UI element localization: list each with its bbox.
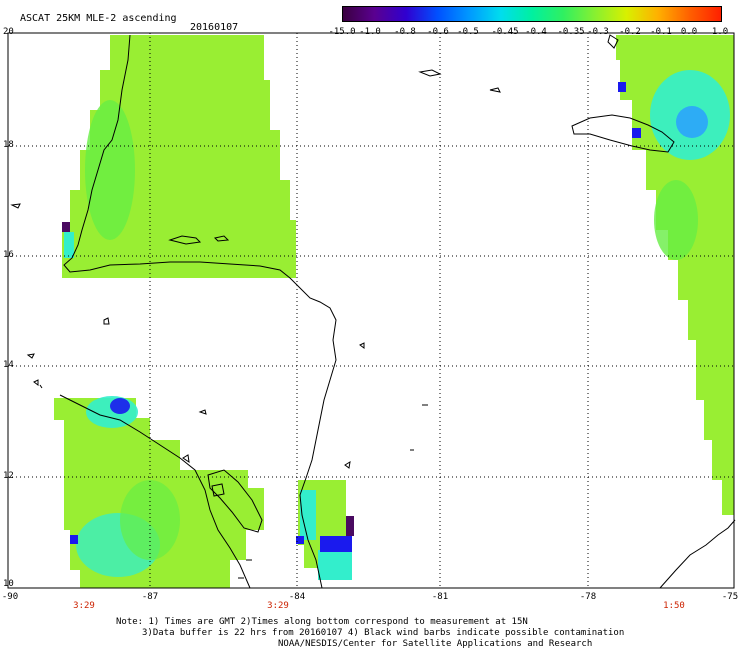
time-label: 3:29: [267, 601, 289, 611]
lake-nicaragua: [207, 469, 263, 533]
wind-cell-contaminated: [62, 222, 70, 232]
coastline-honduras-pacific: [59, 394, 251, 589]
colorbar: [342, 6, 722, 22]
latlon-grid: [8, 33, 734, 588]
wind-swaths: [54, 35, 734, 588]
colorbar-label: -0.8: [394, 27, 416, 37]
coastline-colombia: [659, 519, 736, 589]
wind-swath-costa-rica-cyan: [318, 550, 352, 580]
colorbar-label: -0.45: [491, 27, 519, 37]
longitude-label: -87: [141, 592, 159, 602]
wind-cell-bay-low: [110, 398, 130, 414]
coastline: [10, 34, 736, 589]
bay-islands: [168, 235, 230, 245]
wind-swath-south-shade: [120, 480, 180, 560]
colorbar-label: 1.0: [711, 27, 729, 37]
wind-swath-costa-rica-blue: [320, 536, 352, 552]
lake-managua: [211, 483, 225, 497]
wind-cell-low: [676, 106, 708, 138]
colorbar-label: -15.0: [328, 27, 356, 37]
colorbar-label: -1.0: [359, 27, 381, 37]
coastline-yucatan: [63, 34, 337, 589]
note-line-2: 3)Data buffer is 22 hrs from 20160107 4)…: [142, 628, 625, 638]
small-islands: [10, 203, 428, 579]
longitude-label: -78: [579, 592, 597, 602]
colorbar-label: 0.0: [680, 27, 698, 37]
wind-swath-gulf-honduras-shade: [85, 100, 135, 240]
colorbar-label: -0.5: [457, 27, 479, 37]
coastline-cuba: [418, 34, 619, 93]
colorbar-label: -0.6: [427, 27, 449, 37]
wind-swath-costa-rica-cyan: [300, 490, 316, 540]
colorbar-label: -0.1: [650, 27, 672, 37]
latitude-label: 20: [3, 27, 14, 37]
map-frame: [7, 32, 735, 589]
colorbar-label: -0.35: [557, 27, 585, 37]
product-date: 20160107: [190, 22, 239, 33]
latitude-label: 10: [3, 579, 14, 589]
time-label: 3:29: [73, 601, 95, 611]
longitude-label: -90: [1, 592, 19, 602]
wind-cell-low: [296, 536, 304, 544]
wind-cell-low: [618, 82, 626, 92]
wind-cell-low: [632, 128, 641, 138]
time-label: 1:50: [663, 601, 685, 611]
latitude-label: 18: [3, 140, 14, 150]
longitude-label: -75: [721, 592, 739, 602]
colorbar-label: -0.2: [619, 27, 641, 37]
latitude-label: 14: [3, 360, 14, 370]
longitude-label: -84: [288, 592, 306, 602]
latitude-label: 12: [3, 471, 14, 481]
longitude-label: -81: [431, 592, 449, 602]
latitude-label: 16: [3, 250, 14, 260]
colorbar-label: -0.3: [587, 27, 609, 37]
coastline-jamaica: [571, 114, 675, 153]
wind-cell-low: [70, 535, 78, 544]
note-line-1: Note: 1) Times are GMT 2)Times along bot…: [116, 617, 528, 627]
wind-cell-low: [64, 232, 74, 258]
note-line-3: NOAA/NESDIS/Center for Satellite Applica…: [278, 639, 593, 649]
colorbar-label: -0.4: [525, 27, 547, 37]
wind-cell-contaminated: [346, 516, 354, 536]
product-title: ASCAT 25KM MLE-2 ascending: [20, 13, 177, 24]
wind-swath-jamaica-shade: [654, 180, 698, 260]
